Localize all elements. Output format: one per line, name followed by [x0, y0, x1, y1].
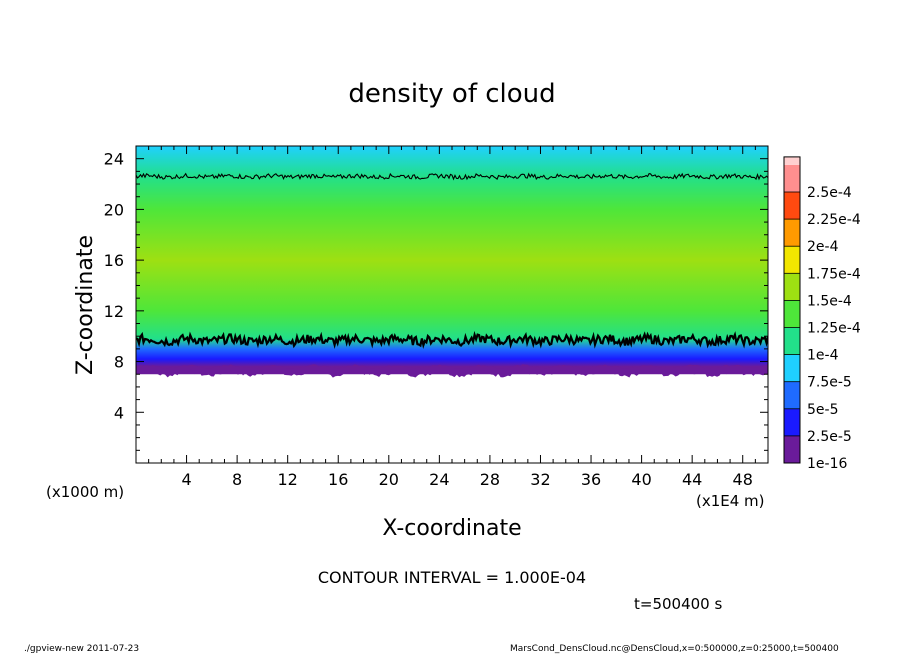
x-tick-label: 24 [429, 470, 449, 489]
colorbar-label: 2.5e-4 [807, 185, 852, 201]
x-tick-label: 32 [530, 470, 550, 489]
x-tick-label: 48 [733, 470, 753, 489]
y-axis-ticks: 4 8 12 16 20 24 [104, 150, 768, 451]
x-tick-label: 40 [631, 470, 651, 489]
y-tick-label: 12 [104, 302, 124, 321]
colorbar-label: 1e-4 [807, 348, 839, 364]
colorbar-label: 2.5e-5 [807, 429, 852, 445]
colorbar-swatch [784, 219, 800, 247]
contour-line-lower [136, 330, 768, 350]
y-unit-note: (x1000 m) [46, 483, 124, 501]
plot-area [136, 146, 768, 463]
contour-interval: CONTOUR INTERVAL = 1.000E-04 [318, 568, 586, 587]
x-tick-label: 4 [181, 470, 191, 489]
colorbar-swatch [784, 435, 800, 463]
colorbar-swatch [784, 381, 800, 409]
footer-source: MarsCond_DensCloud.nc@DensCloud,x=0:5000… [510, 644, 839, 654]
x-unit-note: (x1E4 m) [696, 492, 765, 510]
y-tick-label: 16 [104, 251, 124, 270]
time-label: t=500400 s [634, 595, 722, 613]
x-tick-label: 44 [682, 470, 702, 489]
x-axis-ticks: 4 8 12 16 20 24 28 32 36 40 44 48 [148, 146, 756, 489]
x-tick-label: 28 [480, 470, 500, 489]
colorbar: 1e-16 2.5e-5 5e-5 7.5e-5 1e-4 1.25e-4 1.5e-4 1.… [783, 156, 861, 472]
colorbar-label: 1.25e-4 [807, 321, 861, 337]
colorbar-swatch [784, 354, 800, 382]
y-tick-label: 8 [114, 353, 124, 372]
colorbar-swatch [784, 246, 800, 274]
x-tick-label: 36 [581, 470, 601, 489]
x-tick-label: 16 [328, 470, 348, 489]
colorbar-swatch [784, 156, 800, 165]
contour-line-upper [136, 172, 768, 181]
colorbar-swatch [784, 164, 800, 192]
x-tick-label: 12 [278, 470, 298, 489]
colorbar-label: 1.75e-4 [807, 266, 861, 282]
chart-title: density of cloud [348, 79, 555, 109]
cloud-base-edge [136, 364, 768, 378]
colorbar-swatch [784, 192, 800, 220]
colorbar-swatch [784, 327, 800, 355]
colorbar-label: 2.25e-4 [807, 212, 861, 228]
colorbar-swatch [784, 300, 800, 328]
colorbar-swatch [784, 273, 800, 301]
y-tick-label: 20 [104, 200, 124, 219]
colorbar-label: 1.5e-4 [807, 293, 852, 309]
y-tick-label: 24 [104, 150, 124, 169]
footer-program: ./gpview-new 2011-07-23 [24, 644, 139, 654]
colorbar-label: 7.5e-5 [807, 375, 852, 391]
x-axis-label: X-coordinate [382, 516, 521, 541]
x-tick-label: 8 [232, 470, 242, 489]
y-axis-label: Z-coordinate [73, 235, 98, 375]
y-tick-label: 4 [114, 403, 124, 422]
colorbar-label: 2e-4 [807, 239, 839, 255]
colorbar-label: 1e-16 [807, 456, 847, 472]
x-tick-label: 20 [379, 470, 399, 489]
colorbar-swatch [784, 408, 800, 436]
density-field [136, 146, 768, 375]
colorbar-label: 5e-5 [807, 402, 838, 418]
